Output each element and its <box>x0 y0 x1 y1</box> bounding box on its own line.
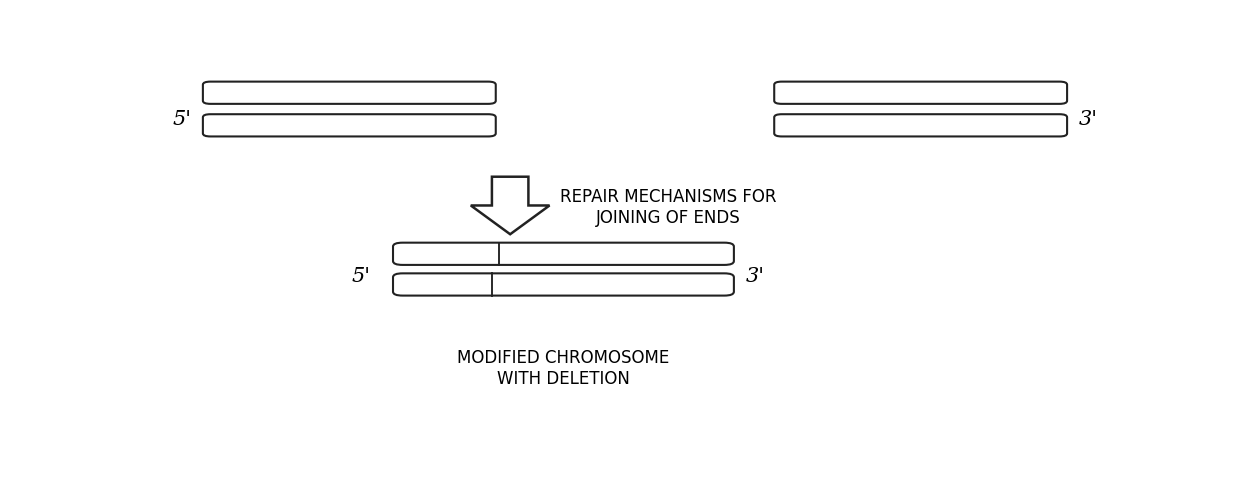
Text: 3': 3' <box>1079 110 1098 128</box>
Text: REPAIR MECHANISMS FOR
JOINING OF ENDS: REPAIR MECHANISMS FOR JOINING OF ENDS <box>560 188 777 227</box>
Text: MODIFIED CHROMOSOME
WITH DELETION: MODIFIED CHROMOSOME WITH DELETION <box>457 349 669 388</box>
FancyBboxPatch shape <box>393 273 733 296</box>
FancyBboxPatch shape <box>203 114 496 136</box>
FancyBboxPatch shape <box>203 82 496 104</box>
Text: 5': 5' <box>352 267 370 286</box>
Text: 5': 5' <box>172 110 191 128</box>
FancyBboxPatch shape <box>393 243 733 265</box>
Polygon shape <box>471 177 550 234</box>
FancyBboxPatch shape <box>774 114 1067 136</box>
FancyBboxPatch shape <box>774 82 1067 104</box>
Text: 3': 3' <box>746 267 764 286</box>
